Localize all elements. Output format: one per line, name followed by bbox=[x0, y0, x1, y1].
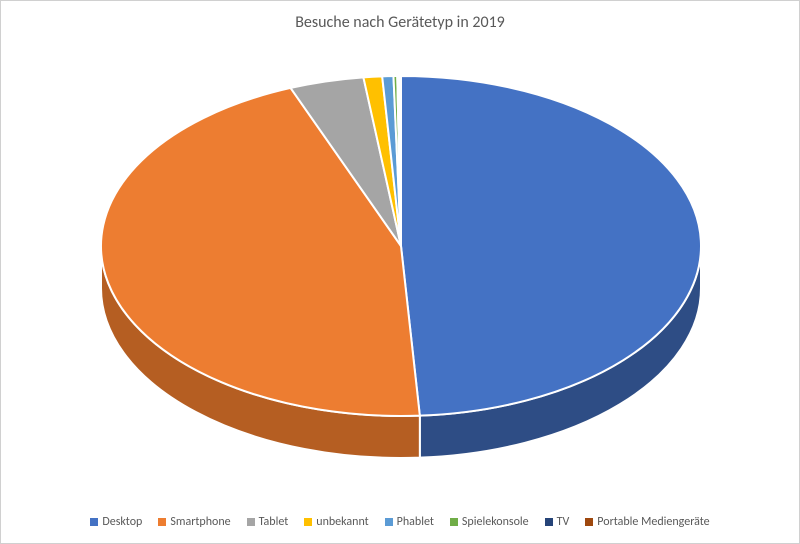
legend-item: Desktop bbox=[90, 515, 142, 529]
legend-swatch bbox=[304, 518, 312, 526]
pie-chart bbox=[91, 61, 711, 461]
chart-title: Besuche nach Gerätetyp in 2019 bbox=[1, 13, 799, 32]
legend-swatch bbox=[158, 518, 166, 526]
legend-item: unbekannt bbox=[304, 515, 368, 529]
legend-item: Tablet bbox=[247, 515, 289, 529]
legend-item: TV bbox=[545, 515, 570, 529]
legend-label: Phablet bbox=[397, 515, 434, 529]
chart-container: Besuche nach Gerätetyp in 2019 Desktop Sm… bbox=[0, 0, 800, 544]
legend-item: Smartphone bbox=[158, 515, 230, 529]
legend-swatch bbox=[545, 518, 553, 526]
legend-swatch bbox=[90, 518, 98, 526]
legend-label: Portable Mediengeräte bbox=[597, 515, 709, 529]
legend-label: TV bbox=[557, 515, 570, 529]
legend-swatch bbox=[247, 518, 255, 526]
chart-legend: Desktop Smartphone Tablet unbekannt Phablet S… bbox=[1, 515, 799, 529]
legend-swatch bbox=[385, 518, 393, 526]
legend-label: unbekannt bbox=[316, 515, 368, 529]
legend-item: Portable Mediengeräte bbox=[585, 515, 709, 529]
legend-label: Desktop bbox=[102, 515, 142, 529]
legend-item: Phablet bbox=[385, 515, 434, 529]
legend-item: Spielekonsole bbox=[450, 515, 529, 529]
legend-swatch bbox=[450, 518, 458, 526]
legend-label: Smartphone bbox=[170, 515, 230, 529]
legend-label: Tablet bbox=[259, 515, 289, 529]
legend-swatch bbox=[585, 518, 593, 526]
legend-label: Spielekonsole bbox=[462, 515, 529, 529]
